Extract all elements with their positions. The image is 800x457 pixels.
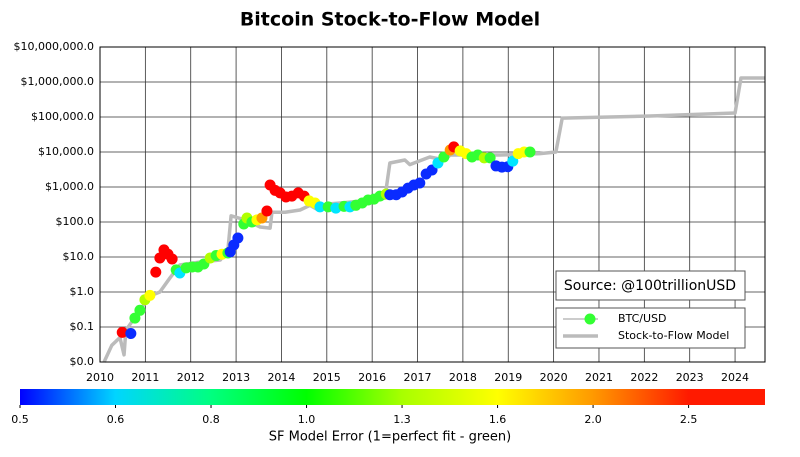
colorbar-tick-label: 1.6 (489, 413, 507, 426)
price-point (314, 201, 326, 213)
plot-area (99, 46, 766, 363)
price-point (524, 146, 536, 158)
legend-label: Stock-to-Flow Model (618, 329, 729, 342)
colorbar-tick-label: 1.3 (393, 413, 411, 426)
legend-label: BTC/USD (618, 312, 667, 325)
x-tick-label: 2016 (358, 371, 386, 384)
y-tick-label: $100.0 (56, 215, 95, 228)
colorbar-tick-label: 0.8 (202, 413, 220, 426)
y-tick-label: $1.0 (70, 285, 95, 298)
price-point (232, 232, 244, 244)
colorbar-tick-label: 1.0 (298, 413, 316, 426)
price-point (125, 328, 137, 340)
y-tick-label: $10,000,000.0 (14, 40, 94, 53)
y-tick-label: $0.0 (70, 355, 95, 368)
colorbar-label: SF Model Error (1=perfect fit - green) (269, 430, 512, 445)
price-point (166, 253, 178, 265)
price-point (484, 152, 496, 164)
source-annotation: Source: @100trillionUSD (564, 278, 736, 294)
x-tick-label: 2023 (676, 371, 704, 384)
colorbar-tick-label: 0.6 (107, 413, 125, 426)
x-tick-label: 2020 (540, 371, 568, 384)
colorbar-tick-label: 2.5 (680, 413, 698, 426)
price-point (438, 151, 450, 163)
x-tick-label: 2015 (313, 371, 341, 384)
colorbar-tick-label: 2.0 (584, 413, 602, 426)
x-tick-label: 2021 (585, 371, 613, 384)
price-point (144, 289, 156, 301)
x-tick-label: 2022 (630, 371, 658, 384)
colorbar (20, 389, 765, 405)
y-tick-label: $1,000,000.0 (21, 75, 94, 88)
y-tick-label: $1,000.0 (45, 180, 94, 193)
x-tick-label: 2012 (177, 371, 205, 384)
x-tick-label: 2010 (86, 371, 114, 384)
price-point (261, 205, 273, 217)
price-point (134, 304, 146, 316)
x-tick-label: 2018 (449, 371, 477, 384)
colorbar-tick-label: 0.5 (11, 413, 29, 426)
plot-border (99, 46, 766, 363)
x-tick-label: 2014 (267, 371, 295, 384)
x-tick-label: 2019 (494, 371, 522, 384)
x-tick-label: 2013 (222, 371, 250, 384)
chart-title: Bitcoin Stock-to-Flow Model (240, 9, 540, 31)
x-tick-label: 2011 (131, 371, 159, 384)
y-tick-label: $0.1 (70, 320, 95, 333)
price-point (116, 326, 128, 338)
x-tick-label: 2017 (404, 371, 432, 384)
price-point (414, 177, 426, 189)
source-box (555, 270, 746, 301)
y-tick-label: $100,000.0 (31, 110, 94, 123)
price-point (150, 266, 162, 278)
legend-marker (584, 313, 596, 325)
y-tick-label: $10,000.0 (38, 145, 94, 158)
x-tick-label: 2024 (721, 371, 749, 384)
price-point (330, 202, 342, 214)
y-tick-label: $10.0 (63, 250, 95, 263)
